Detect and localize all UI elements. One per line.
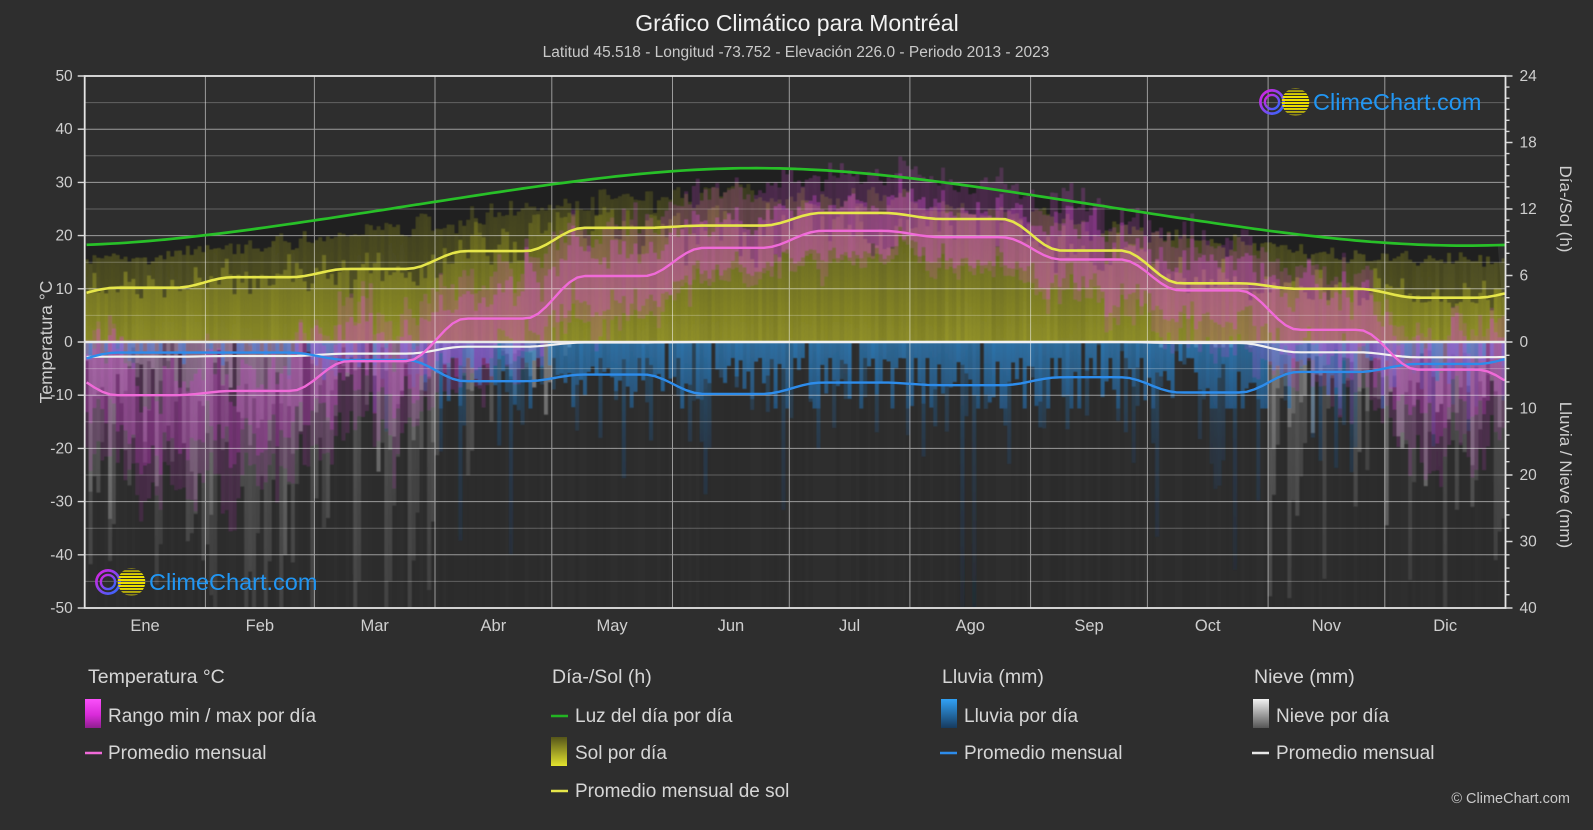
svg-text:Temperatura °C: Temperatura °C [36,281,56,404]
svg-text:Ene: Ene [130,617,159,635]
svg-text:Oct: Oct [1195,617,1221,635]
svg-text:Lluvia (mm): Lluvia (mm) [942,666,1044,688]
svg-text:Luz del día por día: Luz del día por día [575,706,733,727]
svg-text:50: 50 [55,68,73,85]
svg-text:Promedio mensual de sol: Promedio mensual de sol [575,781,789,802]
svg-text:May: May [597,617,629,635]
svg-text:Feb: Feb [246,617,274,635]
svg-text:Nieve (mm): Nieve (mm) [1254,666,1355,688]
svg-text:6: 6 [1520,268,1529,285]
svg-text:Mar: Mar [360,617,389,635]
svg-text:Sol por día: Sol por día [575,743,667,764]
svg-text:Promedio mensual: Promedio mensual [964,743,1122,764]
svg-text:0: 0 [64,334,73,351]
svg-text:Nieve por día: Nieve por día [1276,706,1389,727]
svg-text:Jul: Jul [839,617,860,635]
svg-text:30: 30 [1520,534,1538,551]
svg-text:10: 10 [1520,401,1538,418]
svg-text:Lluvia por día: Lluvia por día [964,706,1079,727]
svg-text:40: 40 [1520,600,1538,617]
svg-text:18: 18 [1520,135,1537,152]
svg-text:Abr: Abr [481,617,507,635]
svg-text:20: 20 [55,228,73,245]
svg-text:Promedio mensual: Promedio mensual [1276,743,1434,764]
svg-text:0: 0 [1520,334,1529,351]
svg-text:-10: -10 [50,387,73,404]
svg-text:20: 20 [1520,467,1538,484]
svg-text:Gráfico Climático para Montréa: Gráfico Climático para Montréal [635,10,958,36]
svg-text:Promedio mensual: Promedio mensual [108,743,266,764]
svg-text:Jun: Jun [718,617,745,635]
svg-text:Ago: Ago [956,617,985,635]
svg-text:-20: -20 [50,440,73,457]
svg-text:40: 40 [55,121,73,138]
svg-text:-40: -40 [50,547,73,564]
svg-text:Día-/Sol (h): Día-/Sol (h) [1556,166,1575,253]
svg-text:24: 24 [1520,68,1538,85]
svg-text:-30: -30 [50,494,73,511]
svg-text:-50: -50 [50,600,73,617]
svg-text:Dic: Dic [1433,617,1457,635]
svg-text:Sep: Sep [1074,617,1103,635]
svg-text:Rango min / max por día: Rango min / max por día [108,706,316,727]
svg-text:30: 30 [55,174,73,191]
svg-text:Nov: Nov [1312,617,1342,635]
svg-text:Temperatura °C: Temperatura °C [88,666,225,688]
svg-text:Día-/Sol (h): Día-/Sol (h) [552,666,652,688]
svg-text:© ClimeChart.com: © ClimeChart.com [1451,791,1570,807]
svg-text:10: 10 [55,281,73,298]
svg-text:Lluvia / Nieve (mm): Lluvia / Nieve (mm) [1556,402,1575,548]
svg-text:Latitud 45.518 - Longitud -73.: Latitud 45.518 - Longitud -73.752 - Elev… [543,44,1050,61]
svg-text:12: 12 [1520,201,1537,218]
